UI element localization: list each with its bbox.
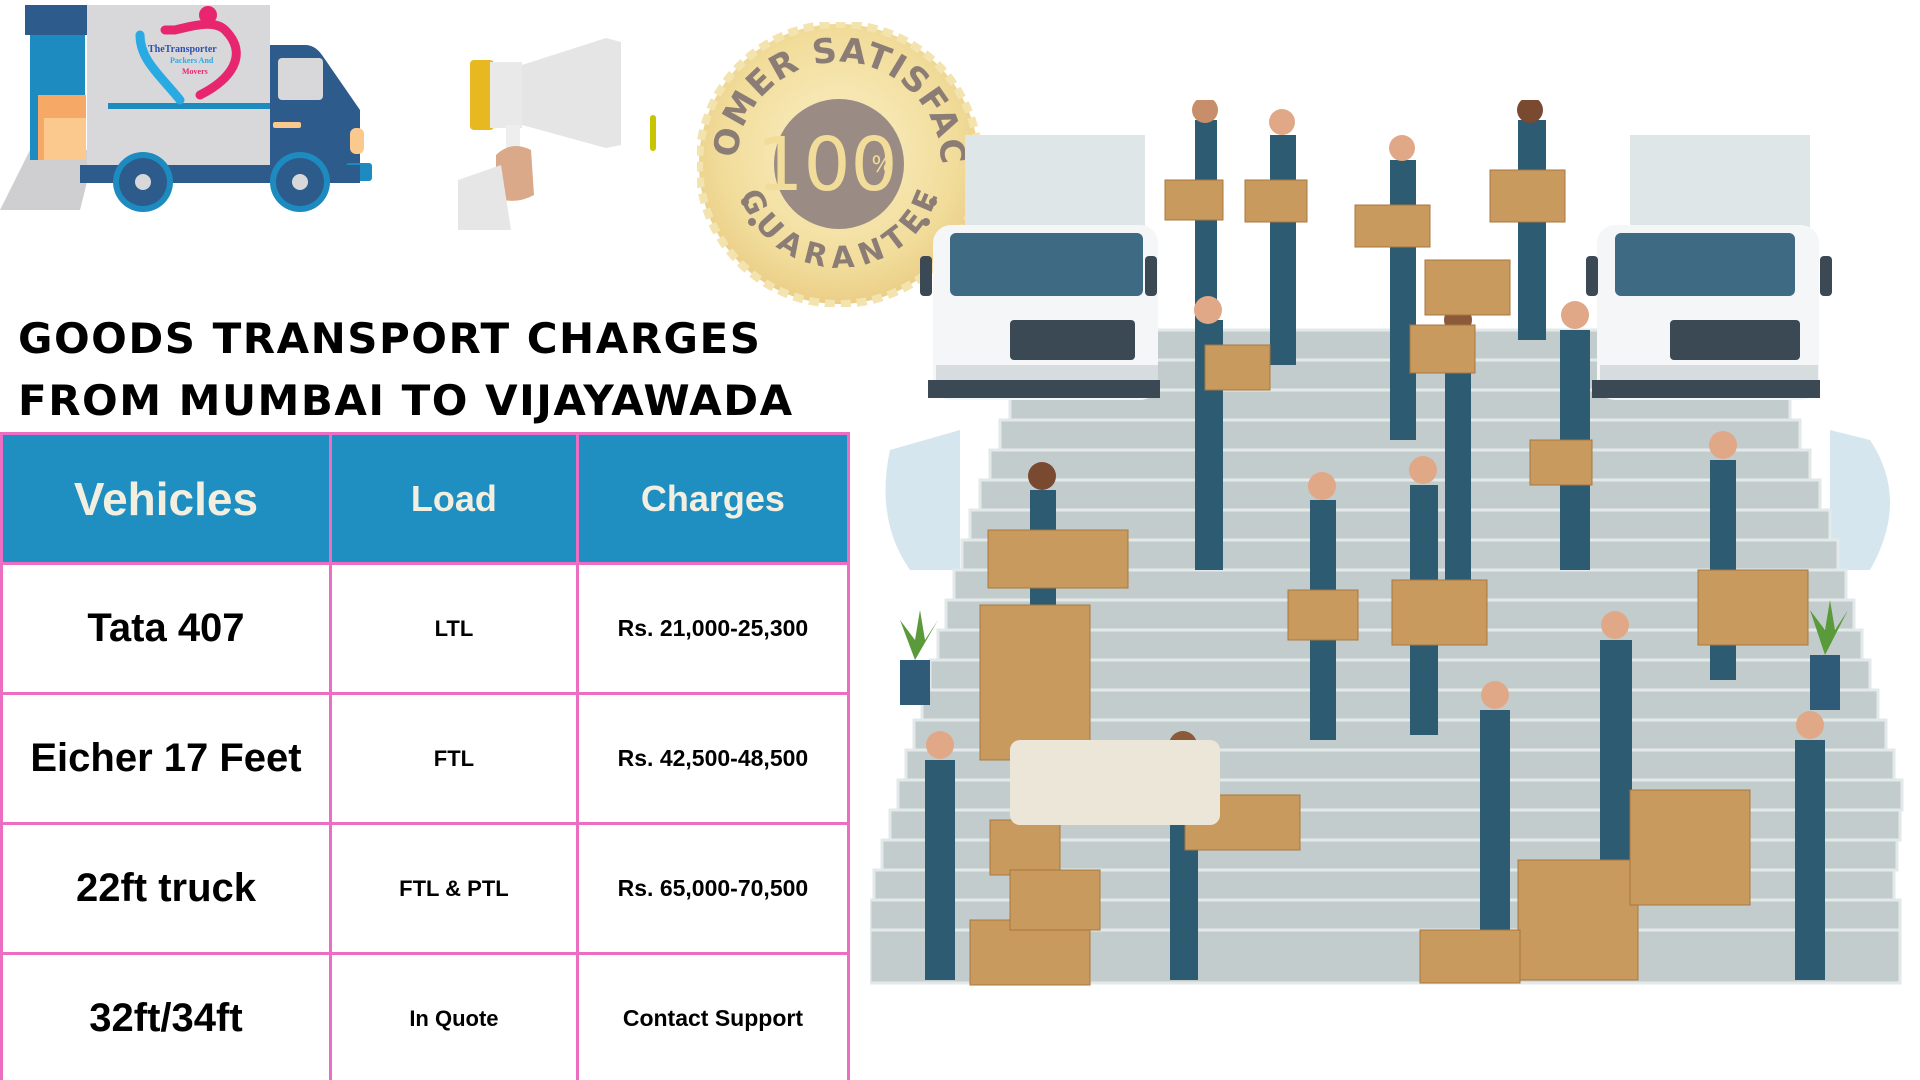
megaphone-illustration	[456, 30, 656, 230]
page-title: GOODS TRANSPORT CHARGES FROM MUMBAI TO V…	[18, 308, 794, 432]
table-row: Tata 407 LTL Rs. 21,000-25,300	[0, 562, 851, 695]
charges-cell: Rs. 65,000-70,500	[575, 822, 851, 955]
column-header-vehicles: Vehicles	[0, 432, 332, 565]
megaphone-icon	[458, 38, 656, 230]
left-truck	[920, 135, 1160, 400]
charges-cell: Rs. 21,000-25,300	[575, 562, 851, 695]
logo-brand-line1: TheTransporter	[148, 44, 217, 55]
table-row: 32ft/34ft In Quote Contact Support	[0, 952, 851, 1080]
satisfaction-guarantee-badge: CUSTOMER SATISFACTION GUARANTEE 100 %	[682, 0, 983, 308]
load-cell: FTL	[328, 692, 579, 825]
vehicle-cell: 32ft/34ft	[0, 952, 332, 1080]
movers-stairs-illustration	[868, 97, 1920, 990]
load-cell: FTL & PTL	[328, 822, 579, 955]
table-header-row: Vehicles Load Charges	[0, 432, 851, 565]
column-header-charges: Charges	[575, 432, 851, 565]
charges-cell: Contact Support	[575, 952, 851, 1080]
load-cell: LTL	[328, 562, 579, 695]
load-cell: In Quote	[328, 952, 579, 1080]
vehicle-cell: Tata 407	[0, 562, 332, 695]
right-truck	[1586, 135, 1832, 400]
column-header-load: Load	[328, 432, 579, 565]
table-row: 22ft truck FTL & PTL Rs. 65,000-70,500	[0, 822, 851, 955]
vehicle-cell: 22ft truck	[0, 822, 332, 955]
title-line-1: GOODS TRANSPORT CHARGES	[18, 314, 762, 363]
badge-number: 100	[756, 122, 897, 208]
charges-cell: Rs. 42,500-48,500	[575, 692, 851, 825]
badge-percent: %	[872, 153, 893, 178]
truck-icon	[0, 5, 372, 212]
sofa	[1010, 740, 1220, 825]
logo-brand-line3: Movers	[182, 67, 208, 76]
moving-truck-illustration: TheTransporter Packers And Movers	[0, 0, 380, 220]
boxes	[969, 169, 1809, 986]
title-line-2: FROM MUMBAI TO VIJAYAWADA	[18, 376, 794, 425]
table-row: Eicher 17 Feet FTL Rs. 42,500-48,500	[0, 692, 851, 825]
seal-icon: CUSTOMER SATISFACTION GUARANTEE 100 %	[682, 0, 983, 308]
logo-brand-line2: Packers And	[170, 56, 214, 65]
vehicle-cell: Eicher 17 Feet	[0, 692, 332, 825]
rate-table: Vehicles Load Charges Tata 407 LTL Rs. 2…	[0, 432, 851, 1080]
movers-scene-icon	[868, 97, 1904, 986]
